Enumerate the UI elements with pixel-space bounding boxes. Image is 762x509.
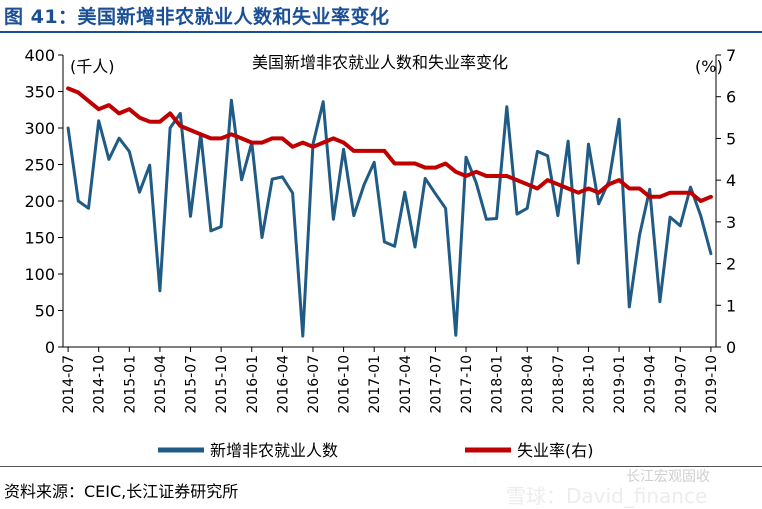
x-tick-label: 2015-01 (122, 355, 138, 414)
y-right-tick-label: 1 (726, 296, 736, 315)
x-tick-label: 2016-04 (275, 355, 291, 414)
x-tick-label: 2018-01 (490, 355, 506, 414)
x-tick-label: 2017-04 (398, 355, 414, 414)
x-tick-label: 2018-04 (520, 355, 536, 414)
x-tick-label: 2015-10 (214, 355, 230, 414)
x-tick-label: 2017-10 (459, 355, 475, 414)
payrolls-line (66, 98, 713, 338)
x-tick-label: 2015-07 (184, 355, 200, 414)
y-right-tick-label: 4 (726, 171, 736, 190)
source-note: 资料来源：CEIC,长江证券研究所 (4, 482, 239, 501)
y-right-tick-label: 3 (726, 213, 736, 232)
y-left-tick-label: 250 (24, 156, 55, 175)
y-left-tick-label: 300 (24, 119, 55, 138)
legend-label-payrolls-line: 新增非农就业人数 (210, 441, 338, 460)
footer-rule (0, 466, 762, 467)
figure-title: 图 41：美国新增非农就业人数和失业率变化 (4, 6, 390, 28)
x-tick-label: 2016-07 (306, 355, 322, 414)
y-left-tick-label: 100 (24, 265, 55, 284)
x-tick-label: 2019-01 (612, 355, 628, 414)
y-left-tick-label: 150 (24, 229, 55, 248)
y-left-tick-label: 350 (24, 83, 55, 102)
y-right-tick-label: 7 (726, 46, 736, 65)
y-left-tick-label: 0 (45, 338, 55, 357)
x-tick-label: 2014-10 (92, 355, 108, 414)
y-right-tick-label: 2 (726, 255, 736, 274)
y-right-unit: (%) (695, 57, 723, 76)
x-tick-label: 2015-04 (153, 355, 169, 414)
y-right-tick-label: 5 (726, 129, 736, 148)
x-tick-label: 2018-10 (581, 355, 597, 414)
watermark: 长江宏观固收 雪球：David_finance (506, 466, 756, 508)
chart: 美国新增非农就业人数和失业率变化 (千人) (%) 05010015020025… (24, 46, 736, 460)
chart-title: 美国新增非农就业人数和失业率变化 (252, 53, 508, 72)
series-layer (66, 86, 713, 338)
x-tick-label: 2017-07 (428, 355, 444, 414)
legend: 新增非农就业人数 失业率(右) (158, 441, 594, 460)
x-tick-label: 2019-10 (704, 355, 720, 414)
x-tick-label: 2019-07 (673, 355, 689, 414)
x-tick-label: 2018-07 (551, 355, 567, 414)
y-left-tick-label: 200 (24, 192, 55, 211)
title-rule (0, 31, 762, 33)
x-tick-label: 2016-01 (245, 355, 261, 414)
y-right-tick-label: 6 (726, 88, 736, 107)
x-tick-label: 2014-07 (61, 355, 77, 414)
y-left-unit: (千人) (70, 57, 115, 76)
x-tick-label: 2016-10 (337, 355, 353, 414)
unemployment-line (66, 86, 713, 203)
x-tick-label: 2019-04 (643, 355, 659, 414)
watermark-line1: 长江宏观固收 (626, 469, 710, 485)
x-tick-label: 2017-01 (367, 355, 383, 414)
legend-label-unemployment-line: 失业率(右) (517, 441, 594, 460)
watermark-line2: 雪球：David_finance (506, 484, 708, 508)
y-left-tick-label: 50 (35, 302, 55, 321)
axes: 0 50 100 150 200 250 300 350 400 0 1 2 3 4 5 6 7 2014-07 2… (24, 46, 736, 414)
y-left-tick-label: 400 (24, 46, 55, 65)
y-right-tick-label: 0 (726, 338, 736, 357)
